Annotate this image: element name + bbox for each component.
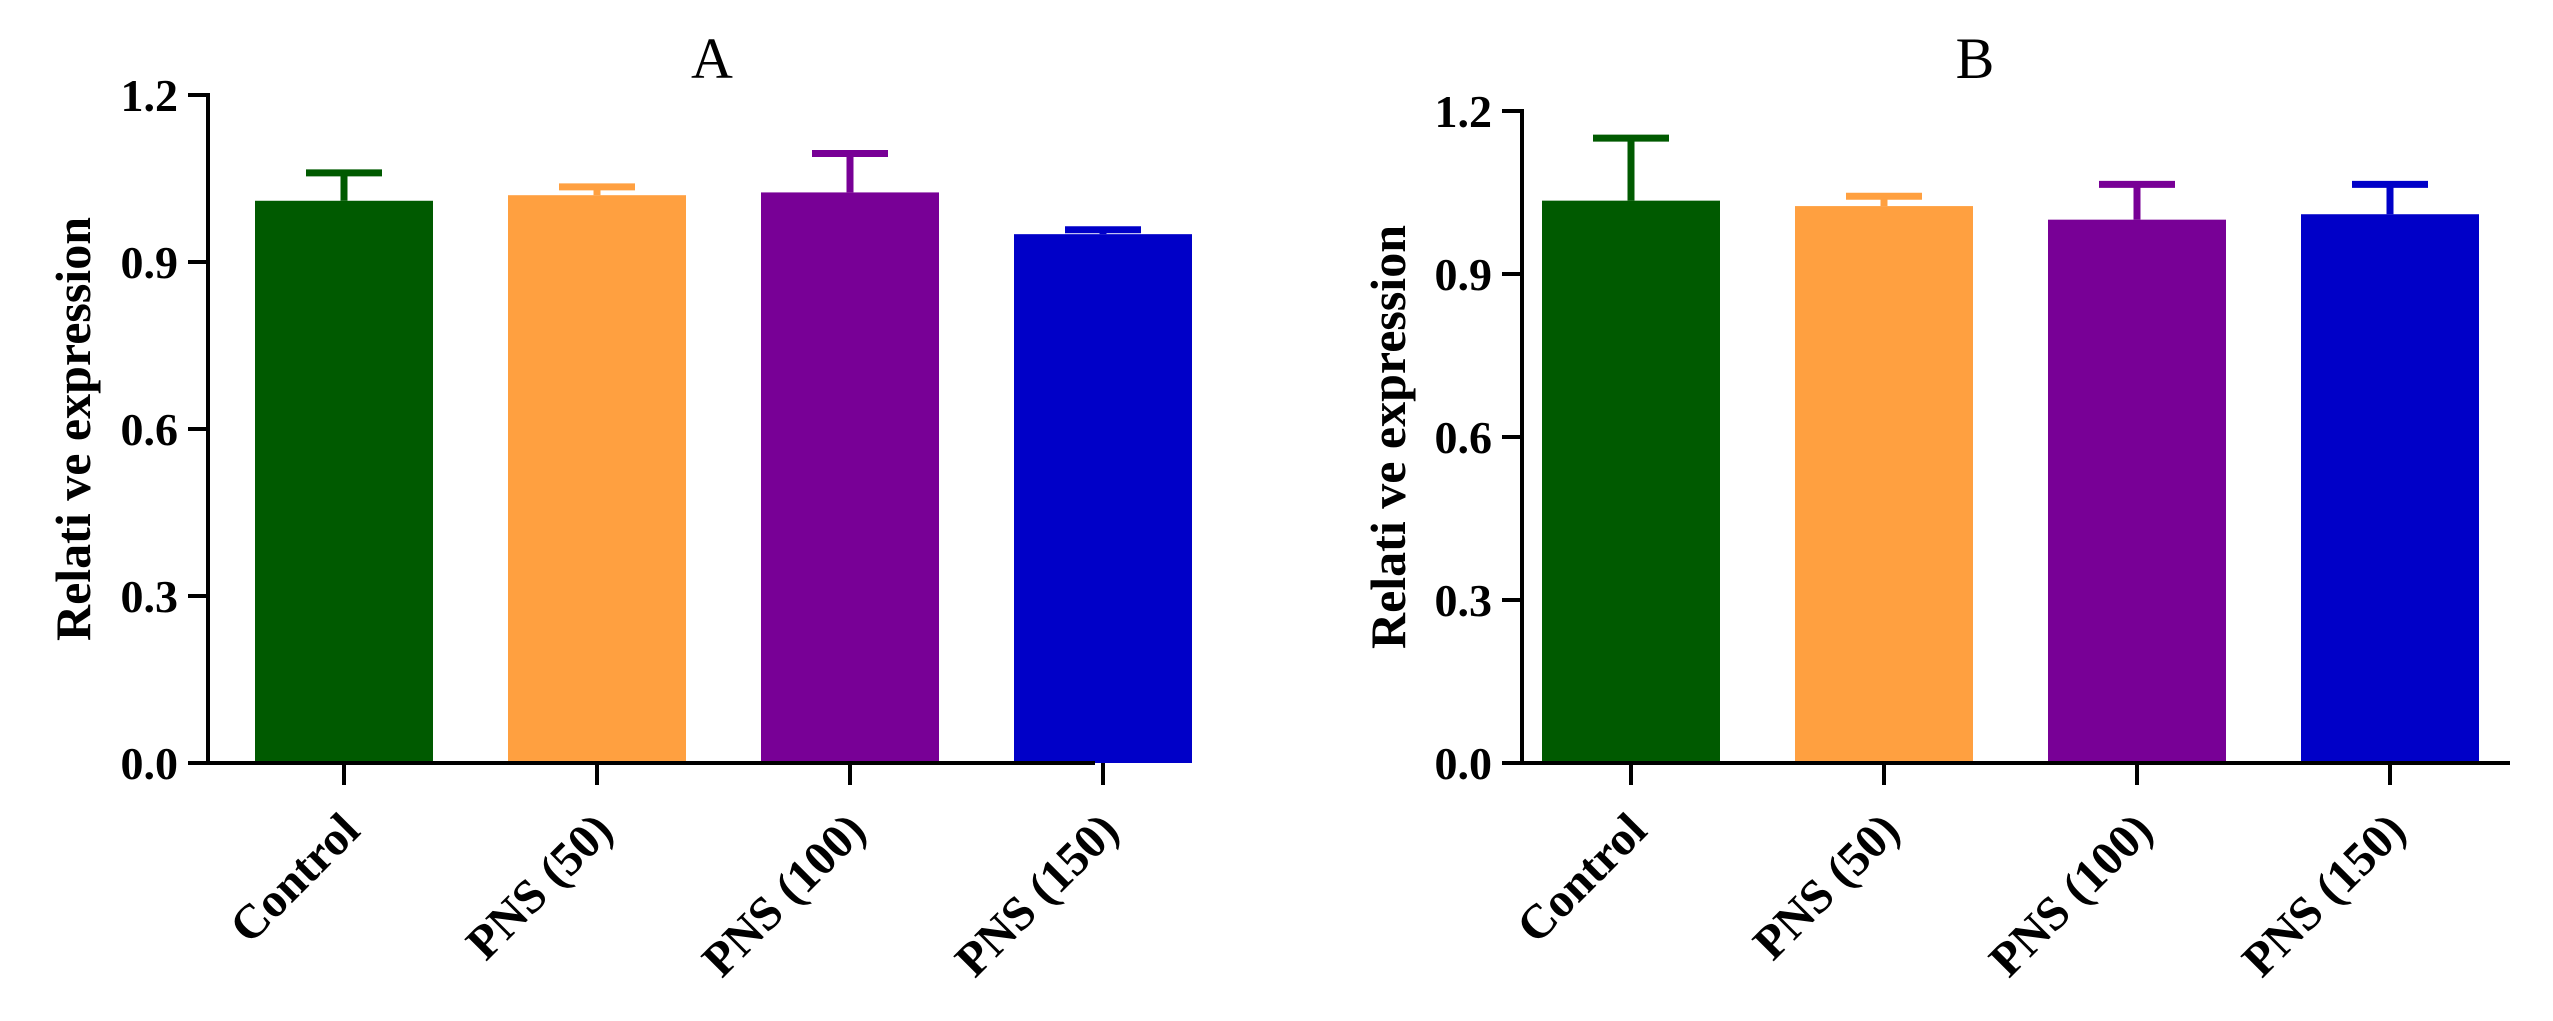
bar-pns-50 bbox=[1795, 206, 1973, 764]
y-tick-label: 0.9 bbox=[1435, 249, 1493, 300]
y-tick-label: 1.2 bbox=[1435, 86, 1493, 137]
y-tick-label: 1.2 bbox=[121, 70, 179, 121]
bar-pns-150 bbox=[1014, 234, 1192, 763]
bar-control bbox=[255, 200, 433, 763]
y-axis-label: Relati ve expression bbox=[45, 217, 101, 641]
bar-pns-100 bbox=[2048, 219, 2226, 763]
y-tick-label: 0.0 bbox=[1435, 738, 1493, 789]
y-tick-label: 0.9 bbox=[121, 237, 179, 288]
bar-control bbox=[1542, 200, 1720, 763]
bar-pns-50 bbox=[508, 195, 686, 763]
chart-title-a: A bbox=[691, 26, 733, 91]
y-tick-label: 0.0 bbox=[121, 738, 179, 789]
y-axis-label: Relati ve expression bbox=[1360, 225, 1416, 649]
y-tick-label: 0.6 bbox=[121, 404, 179, 455]
bar-pns-100 bbox=[761, 192, 939, 763]
y-tick-label: 0.3 bbox=[1435, 575, 1493, 626]
bar-pns-150 bbox=[2301, 214, 2479, 763]
y-tick-label: 0.6 bbox=[1435, 412, 1493, 463]
y-tick-label: 0.3 bbox=[121, 571, 179, 622]
chart-title-b: B bbox=[1956, 26, 1995, 91]
